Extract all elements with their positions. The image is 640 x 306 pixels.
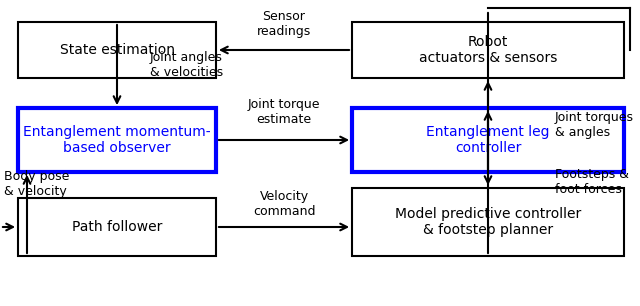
- Text: Footsteps &
foot forces: Footsteps & foot forces: [555, 168, 629, 196]
- Text: Joint torques
& angles: Joint torques & angles: [555, 111, 634, 139]
- Text: Model predictive controller
& footstep planner: Model predictive controller & footstep p…: [395, 207, 581, 237]
- Text: State estimation: State estimation: [60, 43, 175, 57]
- Text: Entanglement momentum-
based observer: Entanglement momentum- based observer: [23, 125, 211, 155]
- Bar: [352, 108, 624, 172]
- Bar: [18, 198, 216, 256]
- Text: Joint angles
& velocities: Joint angles & velocities: [150, 51, 223, 79]
- Bar: [18, 22, 216, 78]
- Text: Entanglement leg
controller: Entanglement leg controller: [426, 125, 550, 155]
- Text: Velocity
command: Velocity command: [253, 190, 316, 218]
- Bar: [352, 22, 624, 78]
- Text: Sensor
readings: Sensor readings: [257, 10, 311, 38]
- Text: Path follower: Path follower: [72, 220, 162, 234]
- Text: Body pose
& velocity: Body pose & velocity: [4, 170, 69, 198]
- Bar: [18, 108, 216, 172]
- Text: Robot
actuators & sensors: Robot actuators & sensors: [419, 35, 557, 65]
- Text: Joint torque
estimate: Joint torque estimate: [248, 98, 320, 126]
- Bar: [352, 188, 624, 256]
